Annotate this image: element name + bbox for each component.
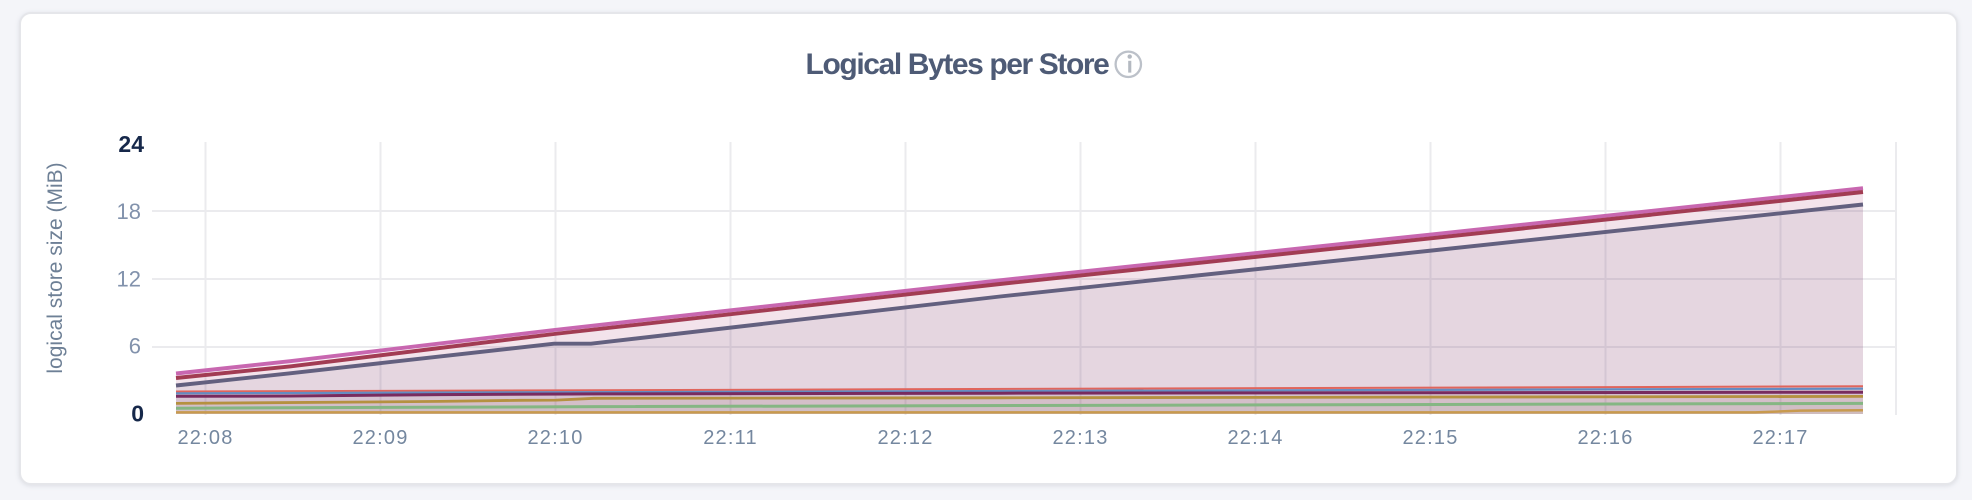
svg-text:22:09: 22:09 bbox=[352, 427, 408, 449]
svg-text:22:12: 22:12 bbox=[877, 427, 933, 449]
svg-text:24: 24 bbox=[118, 131, 144, 157]
svg-text:22:10: 22:10 bbox=[527, 427, 583, 449]
svg-text:Logical Bytes per Store: Logical Bytes per Store bbox=[806, 48, 1110, 81]
svg-text:22:13: 22:13 bbox=[1052, 427, 1108, 449]
svg-text:12: 12 bbox=[117, 266, 141, 291]
svg-text:18: 18 bbox=[117, 199, 141, 224]
svg-text:6: 6 bbox=[129, 333, 141, 358]
svg-text:0: 0 bbox=[131, 401, 144, 427]
svg-text:22:15: 22:15 bbox=[1402, 427, 1458, 449]
svg-text:22:16: 22:16 bbox=[1577, 427, 1633, 449]
svg-text:22:11: 22:11 bbox=[703, 427, 758, 449]
svg-text:22:17: 22:17 bbox=[1752, 427, 1808, 449]
svg-text:22:14: 22:14 bbox=[1227, 427, 1283, 449]
svg-text:22:08: 22:08 bbox=[177, 427, 233, 449]
svg-text:logical store size (MiB): logical store size (MiB) bbox=[44, 162, 67, 373]
